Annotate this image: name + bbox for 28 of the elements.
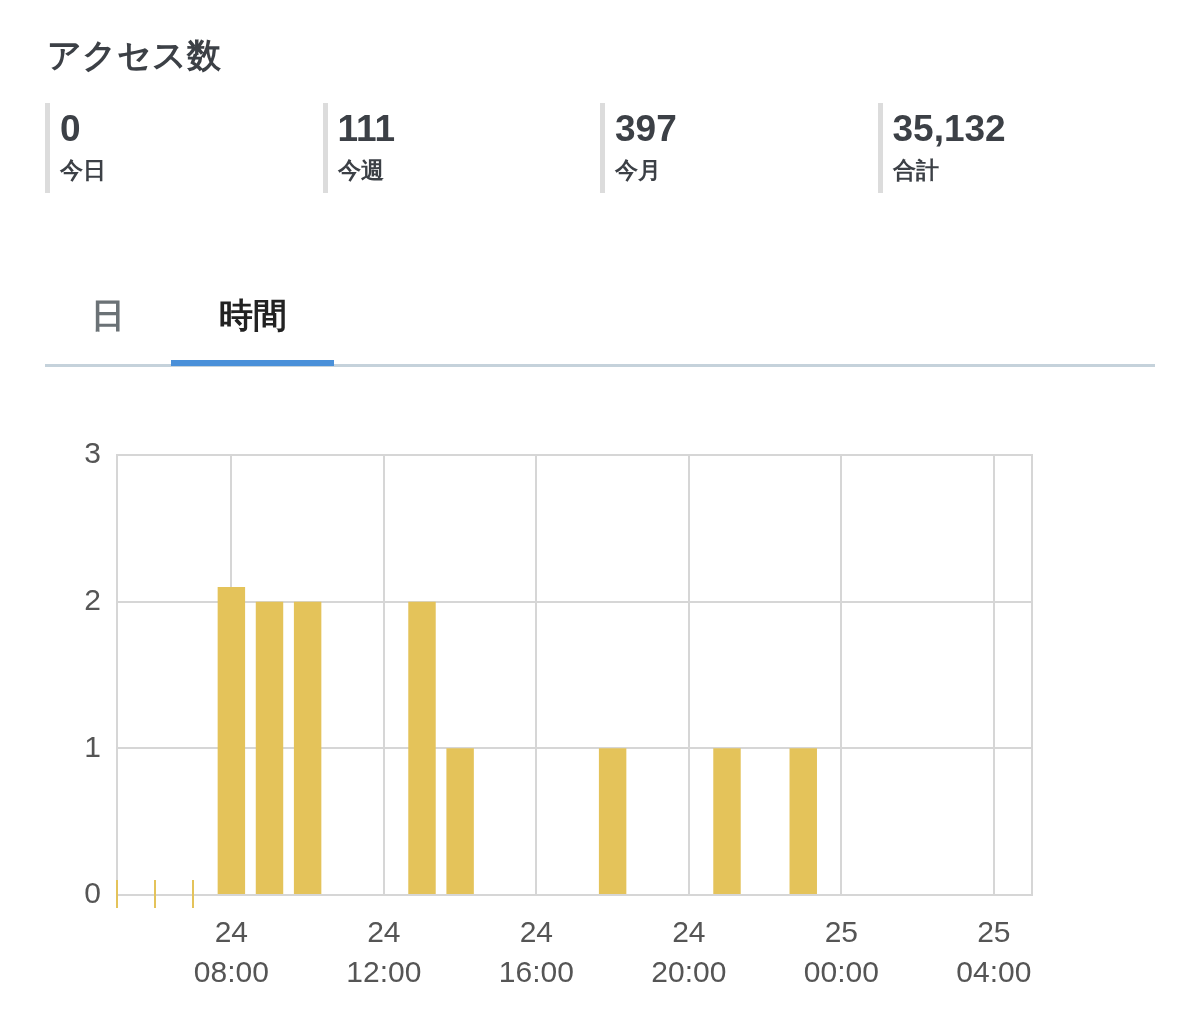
text: アクセス数 bbox=[46, 35, 221, 76]
y-tick-label: 2 bbox=[84, 582, 101, 616]
x-tick-label: 24 12:00 bbox=[346, 914, 422, 989]
y-tick-label: 0 bbox=[84, 876, 101, 910]
bar bbox=[598, 748, 627, 894]
text: 111 bbox=[337, 107, 396, 151]
x-tick-label: 25 00:00 bbox=[803, 914, 879, 989]
x-tick-label: 24 08:00 bbox=[193, 914, 269, 989]
x-tick-label: 24 16:00 bbox=[498, 914, 574, 989]
bar bbox=[408, 601, 436, 894]
bar bbox=[255, 601, 284, 894]
text: 今日 bbox=[60, 156, 106, 185]
x-tick-label: 24 20:00 bbox=[651, 914, 727, 989]
bar bbox=[293, 601, 322, 894]
y-tick-label: 3 bbox=[84, 436, 101, 470]
text: 日 bbox=[45, 272, 171, 366]
x-tick-label: 25 04:00 bbox=[956, 914, 1032, 989]
text: 今月 bbox=[615, 156, 661, 185]
bar bbox=[789, 748, 817, 894]
text: 35,132 bbox=[892, 107, 1006, 151]
y-tick-label: 1 bbox=[84, 729, 101, 763]
bar bbox=[446, 748, 474, 894]
bar bbox=[713, 748, 741, 894]
text: 合計 bbox=[892, 156, 939, 185]
bar bbox=[217, 587, 246, 894]
text: 今週 bbox=[337, 156, 384, 185]
text: 時間 bbox=[171, 272, 334, 366]
text: 397 bbox=[615, 107, 677, 151]
